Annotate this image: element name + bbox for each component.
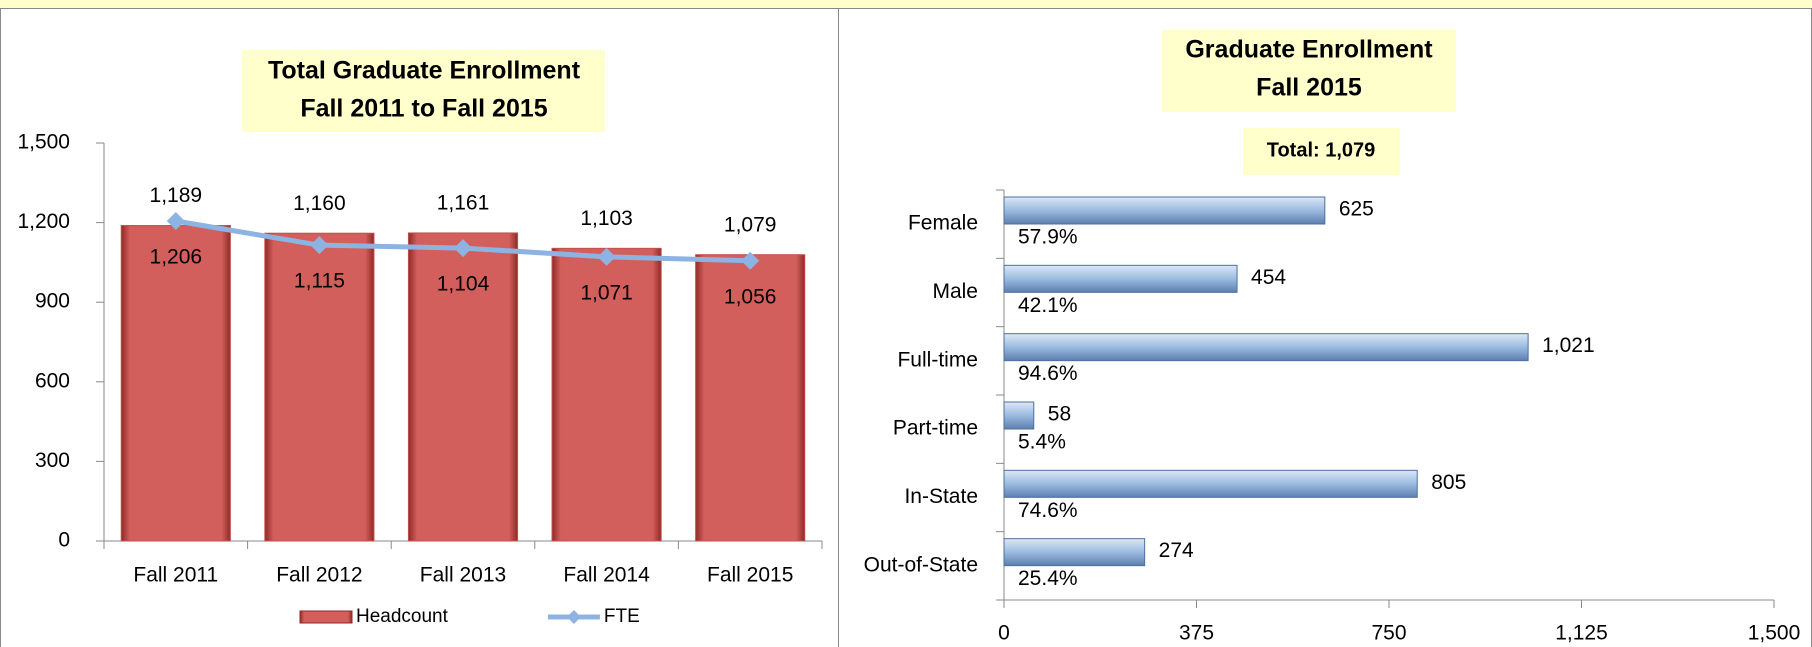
line-marker xyxy=(597,247,616,266)
y-tick-label: 600 xyxy=(35,369,70,392)
bar-value-label: 1,079 xyxy=(724,213,777,236)
percent-label: 57.9% xyxy=(1018,226,1078,249)
percent-label: 42.1% xyxy=(1018,294,1078,317)
percent-label: 94.6% xyxy=(1018,362,1078,385)
chart-subtitle: Total: 1,079 xyxy=(1267,139,1376,161)
right-panel xyxy=(838,8,1812,647)
y-tick-label: 300 xyxy=(35,449,70,472)
legend-swatch xyxy=(299,610,353,624)
bar xyxy=(695,254,806,542)
line-marker xyxy=(741,251,760,270)
bar-value-label: 625 xyxy=(1339,198,1374,221)
bar-value-label: 58 xyxy=(1048,403,1071,426)
bar xyxy=(1003,401,1035,430)
y-tick-label: 1,200 xyxy=(17,210,70,233)
legend-label: Headcount xyxy=(356,606,449,627)
line-value-label: 1,104 xyxy=(437,273,490,296)
line-value-label: 1,115 xyxy=(294,270,345,293)
y-tick-label: 1,500 xyxy=(17,131,70,154)
y-tick-label: 0 xyxy=(58,529,70,552)
x-tick-label: Fall 2014 xyxy=(563,564,650,587)
y-tick-label: 900 xyxy=(35,290,70,313)
bar-value-label: 274 xyxy=(1159,539,1194,562)
line-marker xyxy=(310,236,329,255)
x-tick-label: Fall 2015 xyxy=(707,564,793,587)
x-tick-label: Fall 2011 xyxy=(133,564,218,587)
y-tick-label: Part-time xyxy=(893,417,978,440)
chart-title: Fall 2015 xyxy=(1256,74,1362,102)
percent-label: 74.6% xyxy=(1018,499,1078,522)
legend-label: FTE xyxy=(604,606,640,627)
percent-label: 25.4% xyxy=(1018,567,1078,590)
x-tick-label: 375 xyxy=(1179,622,1214,645)
bar xyxy=(551,247,662,542)
bar-value-label: 1,160 xyxy=(293,192,346,215)
bar-value-label: 805 xyxy=(1431,471,1466,494)
bar xyxy=(1003,333,1529,362)
bar xyxy=(264,232,375,542)
line-value-label: 1,206 xyxy=(150,246,203,269)
line-value-label: 1,056 xyxy=(724,285,777,308)
bar-value-label: 1,021 xyxy=(1542,334,1595,357)
top-band xyxy=(0,0,1812,8)
chart-title: Total Graduate Enrollment xyxy=(268,57,581,85)
bar xyxy=(1003,538,1146,567)
y-tick-label: In-State xyxy=(904,485,978,508)
subtitle-box xyxy=(1243,128,1400,175)
x-tick-label: 1,125 xyxy=(1555,622,1608,645)
x-tick-label: Fall 2013 xyxy=(420,564,506,587)
chart-title: Fall 2011 to Fall 2015 xyxy=(300,95,547,123)
y-tick-label: Male xyxy=(932,280,978,303)
x-tick-label: 1,500 xyxy=(1748,622,1801,645)
bar xyxy=(1003,469,1418,498)
bar-value-label: 1,103 xyxy=(580,207,633,230)
legend-marker xyxy=(566,610,581,624)
x-tick-label: 750 xyxy=(1371,622,1406,645)
chart-title: Graduate Enrollment xyxy=(1185,36,1433,64)
y-tick-label: Full-time xyxy=(897,348,978,371)
bar xyxy=(407,232,519,542)
y-tick-label: Female xyxy=(908,212,978,235)
line-marker xyxy=(454,239,472,258)
line-marker xyxy=(166,212,185,231)
bar-value-label: 1,189 xyxy=(150,184,203,207)
bar-value-label: 1,161 xyxy=(437,191,490,214)
x-tick-label: Fall 2012 xyxy=(276,564,362,587)
line-value-label: 1,071 xyxy=(580,281,633,304)
percent-label: 5.4% xyxy=(1018,431,1066,454)
bar xyxy=(1003,264,1238,293)
bar xyxy=(1003,196,1326,225)
title-box xyxy=(1162,30,1456,112)
bar xyxy=(120,225,231,542)
y-tick-label: Out-of-State xyxy=(864,553,978,576)
title-box xyxy=(242,50,605,132)
x-tick-label: 0 xyxy=(998,622,1010,645)
bar-value-label: 454 xyxy=(1251,266,1286,289)
